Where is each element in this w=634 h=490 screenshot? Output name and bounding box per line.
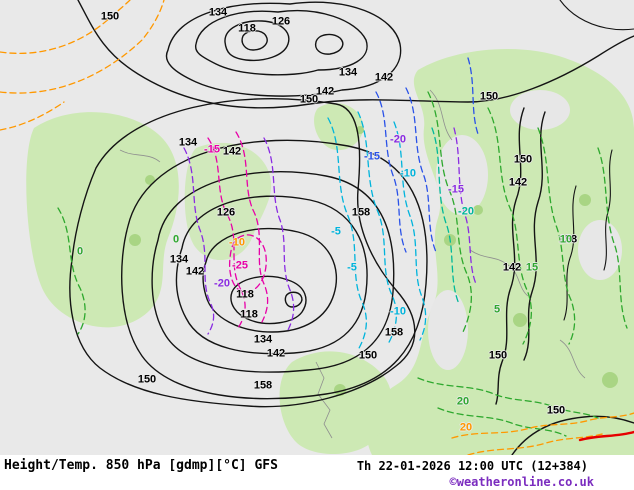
height-contours — [69, 0, 634, 455]
contour-map-svg — [0, 0, 634, 455]
chart-title: Height/Temp. 850 hPa [gdmp][°C] GFS — [4, 458, 278, 473]
country-borders — [119, 89, 586, 439]
map-canvas: 150 134 118 126 134 142 142 150 150 134 142 126 158 1… — [0, 0, 634, 455]
footer-bar: Height/Temp. 850 hPa [gdmp][°C] GFS Th 2… — [0, 455, 634, 490]
temperature-contours — [0, 0, 634, 455]
land-shading — [26, 48, 634, 455]
copyright-link[interactable]: ©weatheronline.co.uk — [449, 475, 595, 489]
valid-time: Th 22-01-2026 12:00 UTC (12+384) — [356, 459, 588, 473]
